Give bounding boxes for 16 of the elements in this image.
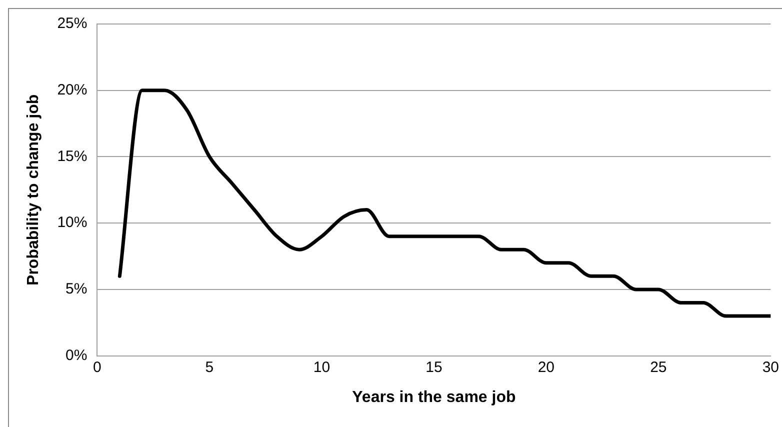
x-tick-label: 10 [313,358,330,376]
y-tick-label: 20% [57,82,88,98]
y-tick-label: 25% [57,15,88,32]
y-tick-label: 10% [57,214,88,232]
line-series [118,88,771,318]
y-tick-label: 0% [66,346,88,364]
x-tick-label: 5 [205,358,214,376]
x-tick-label: 30 [762,358,779,376]
y-tick-label: 15% [57,148,88,165]
x-axis-title: Years in the same job [352,388,516,406]
y-axis-title: Probability to change job [25,94,42,286]
x-tick-label: 15 [426,358,442,376]
x-tick-label: 0 [93,358,102,376]
y-tick-label: 5% [66,280,88,298]
x-tick-label: 25 [650,358,667,376]
x-tick-label: 20 [538,358,555,376]
